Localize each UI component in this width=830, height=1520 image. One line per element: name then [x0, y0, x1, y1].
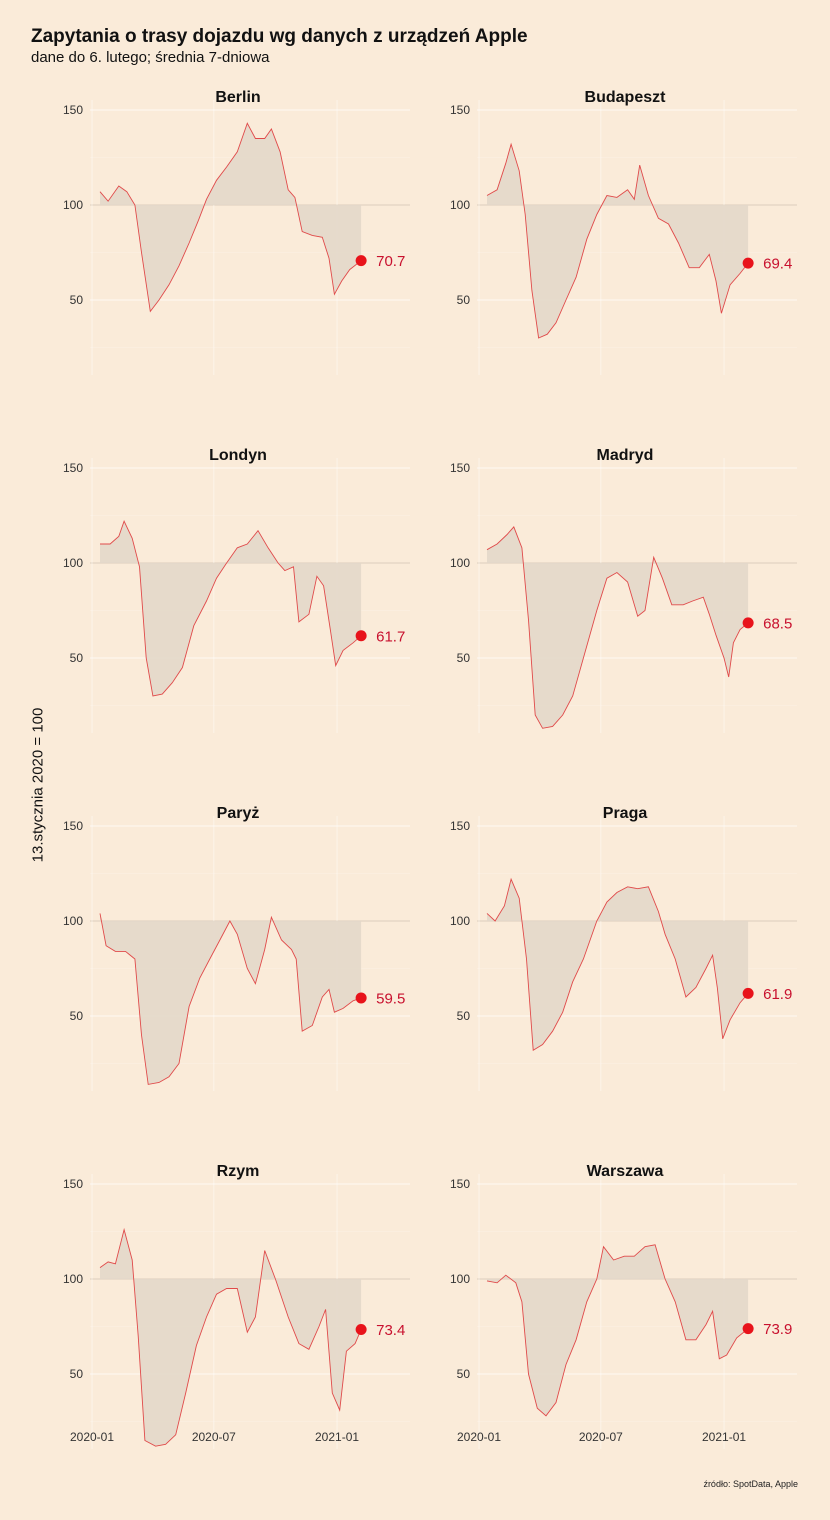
y-tick-label: 150	[450, 819, 470, 833]
series-line	[99, 1227, 362, 1447]
y-tick-label: 150	[63, 819, 83, 833]
last-value-dot	[355, 992, 367, 1004]
y-tick-label: 100	[63, 914, 83, 928]
series-line	[100, 520, 362, 697]
panel-berlin: 50 100 150 Berlin 70.7	[63, 89, 410, 375]
last-value-label: 73.9	[763, 1321, 792, 1338]
area-fill	[100, 1229, 362, 1447]
last-value-dot	[742, 1323, 754, 1335]
last-value-dot	[355, 255, 367, 267]
last-value-label: 59.5	[376, 990, 405, 1007]
x-tick-label: 2020-07	[579, 1430, 623, 1444]
panel-praga: 50 100 150 Praga 61.9	[450, 805, 797, 1091]
series-line	[486, 526, 749, 729]
area-fill	[487, 526, 749, 729]
last-value-label: 69.4	[763, 256, 792, 273]
series-line	[486, 877, 749, 1051]
panel-title: Budapeszt	[585, 89, 667, 106]
y-tick-label: 100	[450, 556, 470, 570]
y-tick-label: 150	[450, 103, 470, 117]
chart-title: Zapytania o trasy dojazdu wg danych z ur…	[31, 26, 528, 47]
y-tick-label: 150	[450, 1177, 470, 1191]
x-tick-label: 2021-01	[702, 1430, 746, 1444]
panel-paryż: 50 100 150 Paryż 59.5	[63, 805, 410, 1091]
panel-title: Warszawa	[587, 1163, 664, 1180]
area-fill	[487, 879, 749, 1051]
x-tick-label: 2021-01	[315, 1430, 359, 1444]
y-tick-label: 50	[70, 651, 84, 665]
y-tick-label: 100	[450, 1272, 470, 1286]
y-tick-label: 50	[457, 293, 471, 307]
x-tick-label: 2020-01	[70, 1430, 114, 1444]
y-tick-label: 50	[70, 293, 84, 307]
y-tick-label: 50	[457, 1367, 471, 1381]
last-value-dot	[355, 1324, 367, 1336]
y-tick-label: 50	[70, 1367, 84, 1381]
source-note: źródło: SpotData, Apple	[703, 1479, 798, 1489]
y-tick-label: 100	[63, 556, 83, 570]
panel-budapeszt: 50 100 150 Budapeszt 69.4	[450, 89, 797, 375]
panel-title: Madryd	[597, 447, 654, 464]
panel-madryd: 50 100 150 Madryd 68.5	[450, 447, 797, 733]
last-value-label: 70.7	[376, 253, 405, 270]
area-fill	[487, 144, 749, 338]
y-tick-label: 100	[450, 914, 470, 928]
y-tick-label: 150	[63, 1177, 83, 1191]
panel-title: Berlin	[215, 89, 260, 106]
y-tick-label: 150	[450, 461, 470, 475]
y-tick-label: 50	[70, 1009, 84, 1023]
area-fill	[100, 913, 362, 1085]
y-tick-label: 100	[63, 198, 83, 212]
area-fill	[487, 1244, 749, 1416]
y-tick-label: 150	[63, 461, 83, 475]
last-value-label: 68.5	[763, 615, 792, 632]
y-tick-label: 50	[457, 651, 471, 665]
area-fill	[100, 123, 362, 312]
panel-title: Praga	[603, 805, 648, 822]
last-value-dot	[742, 257, 754, 269]
panel-rzym: 50 100 150 2020-01 2020-07 2021-01 Rzym 73.4	[63, 1163, 410, 1449]
last-value-dot	[355, 630, 367, 642]
panel-title: Paryż	[217, 805, 260, 822]
area-fill	[100, 521, 362, 696]
y-tick-label: 100	[450, 198, 470, 212]
last-value-label: 61.9	[763, 986, 792, 1003]
last-value-dot	[742, 617, 754, 629]
y-tick-label: 50	[457, 1009, 471, 1023]
series-line	[486, 1244, 749, 1417]
panel-londyn: 50 100 150 Londyn 61.7	[63, 447, 410, 733]
y-tick-label: 150	[63, 103, 83, 117]
series-line	[486, 142, 749, 339]
last-value-dot	[742, 987, 754, 999]
series-line	[99, 122, 362, 313]
x-tick-label: 2020-07	[192, 1430, 236, 1444]
series-line	[99, 913, 362, 1085]
panel-title: Rzym	[217, 1163, 260, 1180]
chart-subtitle: dane do 6. lutego; średnia 7-dniowa	[31, 49, 270, 66]
x-tick-label: 2020-01	[457, 1430, 501, 1444]
last-value-label: 73.4	[376, 1322, 405, 1339]
panel-title: Londyn	[209, 447, 267, 464]
panel-warszawa: 50 100 150 2020-01 2020-07 2021-01 Warszawa 73.…	[450, 1163, 797, 1449]
y-tick-label: 100	[63, 1272, 83, 1286]
last-value-label: 61.7	[376, 628, 405, 645]
